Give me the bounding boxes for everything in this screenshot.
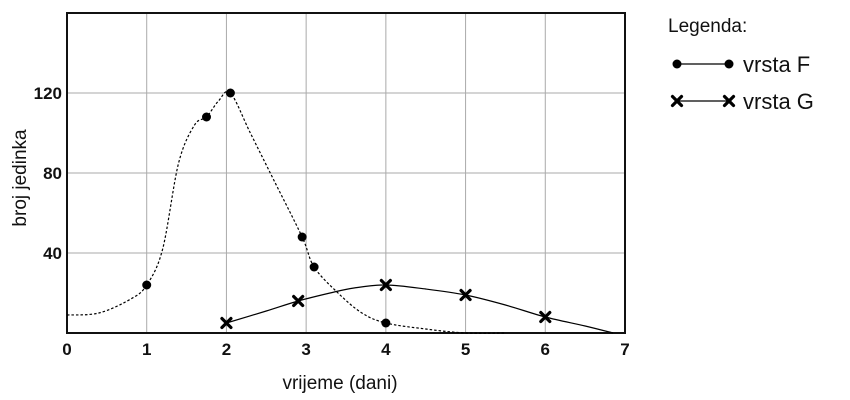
data-point: [225, 88, 235, 98]
x-tick-label: 3: [301, 340, 310, 359]
marker-stroke: [722, 94, 736, 108]
y-axis-title: broj jedinka: [10, 129, 31, 227]
data-point: [459, 288, 472, 302]
legend-marker: [670, 94, 684, 108]
legend-marker: [724, 59, 734, 69]
legend: Legenda: vrsta F vrsta G: [668, 16, 814, 114]
data-point: [142, 280, 152, 290]
data-point: [379, 278, 392, 292]
series-layer: [66, 88, 614, 334]
x-tick-label: 0: [62, 340, 71, 359]
x-tick-label: 1: [142, 340, 151, 359]
y-tick-label: 120: [34, 84, 62, 103]
marker-stroke: [459, 288, 472, 302]
marker-stroke: [379, 278, 392, 292]
legend-entry: vrsta G: [670, 89, 814, 114]
data-point: [539, 310, 552, 324]
legend-label: vrsta F: [743, 52, 810, 77]
plot-frame: [66, 12, 626, 334]
x-tick-label: 2: [222, 340, 231, 359]
grid: [67, 13, 625, 333]
marker-stroke: [292, 294, 305, 308]
legend-title: Legenda:: [668, 16, 747, 37]
legend-entry: vrsta F: [672, 52, 810, 77]
legend-marker: [722, 94, 736, 108]
legend-entries: vrsta F vrsta G: [670, 52, 814, 114]
data-point: [381, 318, 391, 328]
x-tick-label: 4: [381, 340, 391, 359]
x-tick-label: 7: [620, 340, 629, 359]
data-point: [202, 112, 211, 122]
marker-stroke: [539, 310, 552, 324]
x-tick-label: 5: [461, 340, 470, 359]
legend-label: vrsta G: [743, 89, 814, 114]
x-tick-label: 6: [541, 340, 550, 359]
data-point: [309, 262, 319, 272]
legend-marker: [672, 59, 682, 69]
marker-stroke: [220, 316, 233, 330]
data-point: [220, 316, 233, 330]
data-point: [292, 294, 305, 308]
y-tick-label: 80: [43, 164, 62, 183]
y-tick-label: 40: [43, 244, 62, 263]
tick-labels: 0 1 2 3 4 5 6 7 40 80 120: [34, 84, 630, 359]
marker-stroke: [670, 94, 684, 108]
series-vrsta-f: [66, 88, 506, 334]
x-axis-title: vrijeme (dani): [282, 373, 397, 394]
series-line: [66, 90, 506, 334]
series-line: [226, 284, 614, 334]
series-vrsta-g: [220, 278, 614, 334]
data-point: [297, 232, 307, 242]
